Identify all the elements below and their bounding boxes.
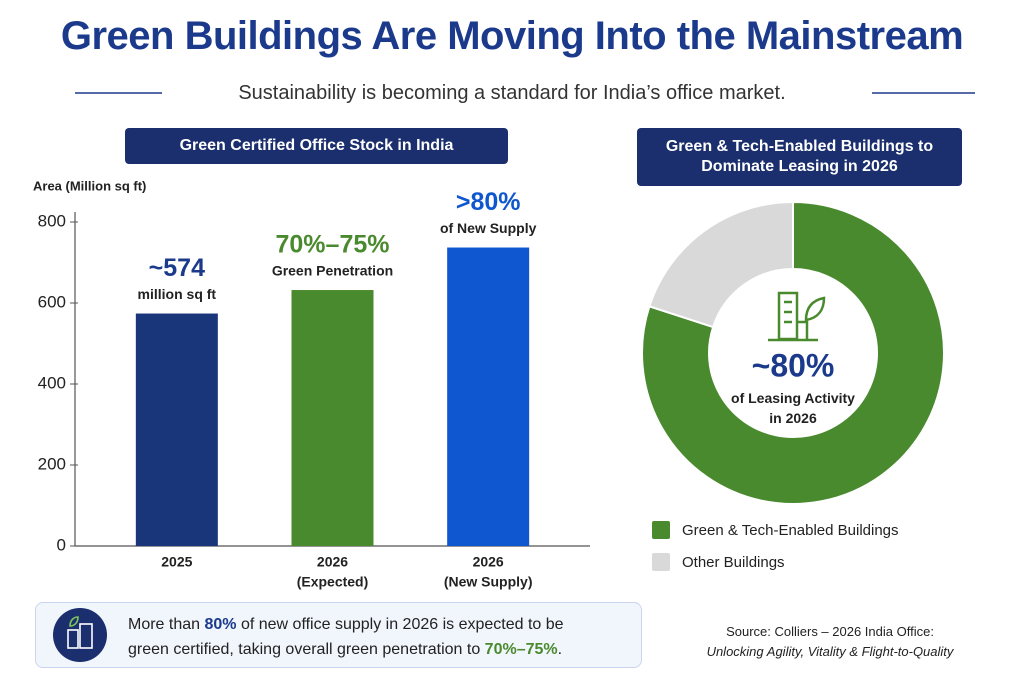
annotation-headline: >80% — [456, 188, 521, 216]
annotation-sub: Green Penetration — [272, 263, 393, 279]
donut-slice — [641, 200, 945, 505]
donut-center-label: ~80% — [752, 347, 835, 383]
source: Source: Colliers – 2026 India Office: Unl… — [680, 622, 980, 662]
note-highlight: 70%–75% — [484, 641, 558, 658]
axis-title: Area (Million sq ft) — [33, 178, 146, 193]
y-tick-label: 200 — [38, 454, 66, 473]
donut-center-sub: of Leasing Activity in 2026 — [731, 390, 855, 426]
x-tick-label: (New Supply) — [444, 574, 533, 590]
x-tick-label: 2026 — [317, 554, 348, 570]
x-tick-label: 2025 — [161, 554, 192, 570]
annotation-sub: million sq ft — [138, 286, 217, 302]
y-tick-label: 600 — [38, 292, 66, 311]
callout-box — [35, 602, 642, 668]
x-tick-label: (Expected) — [297, 574, 369, 590]
note-text: More than — [128, 616, 205, 633]
callout-text: More than 80% of new office supply in 20… — [128, 612, 598, 662]
annotation-sub: of New Supply — [440, 220, 537, 236]
legend-swatch — [652, 553, 670, 571]
legend-swatch — [652, 521, 670, 539]
y-tick-label: 400 — [38, 373, 66, 392]
y-tick-label: 0 — [57, 535, 66, 554]
building-icon — [768, 291, 826, 342]
legend-label: Green & Tech-Enabled Buildings — [682, 522, 899, 539]
note-text: of new office supply in 2026 is expected… — [128, 616, 564, 658]
source-title: Unlocking Agility, Vitality & Flight-to-… — [706, 644, 954, 659]
bar — [447, 247, 530, 546]
bar — [135, 313, 218, 546]
subtitle: Sustainability is becoming a standard fo… — [238, 82, 786, 104]
annotation-headline: ~574 — [149, 254, 205, 282]
note-text: . — [557, 641, 563, 658]
chart-title: Green Certified Office Stock in India — [125, 128, 508, 164]
title: Green Buildings Are Moving Into the Main… — [60, 14, 964, 58]
note-highlight: 80% — [204, 616, 237, 633]
y-tick-label: 800 — [38, 211, 66, 230]
x-tick-label: 2026 — [473, 554, 504, 570]
chart-title: Green & Tech-Enabled Buildings to Domina… — [637, 128, 962, 186]
bar — [291, 290, 374, 546]
donut-slice — [648, 200, 794, 329]
annotation-headline: 70%–75% — [276, 231, 390, 259]
legend-label: Other Buildings — [682, 554, 785, 571]
source-text: Source: Colliers – 2026 India Office: — [726, 624, 934, 639]
